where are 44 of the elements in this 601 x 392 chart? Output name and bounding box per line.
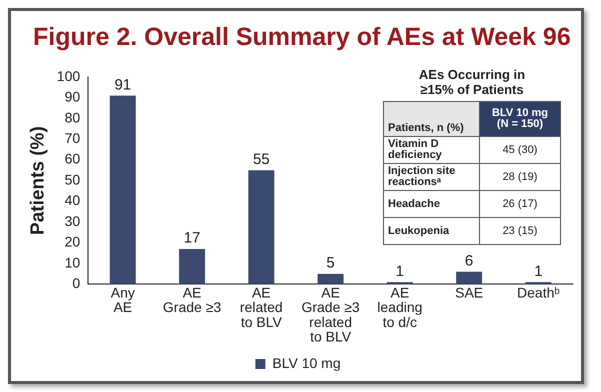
annotation: Injection site reactionsᵃ: [384, 164, 480, 190]
data-label: 6: [464, 252, 474, 270]
x-tick-label: Any AE: [110, 284, 135, 316]
bar: [248, 170, 274, 284]
y-tick-label: 80: [64, 109, 80, 126]
y-tick-label: 20: [64, 234, 80, 250]
chart-title: Figure 2. Overall Summary of AEs at Week 96: [33, 23, 571, 52]
annotation: Headache: [384, 190, 480, 218]
bar: [110, 96, 136, 284]
annotation: BLV 10 mg (N = 150): [480, 102, 560, 136]
y-tick-label: 30: [64, 212, 80, 229]
data-label: 55: [252, 150, 270, 168]
y-tick-label: 70: [64, 130, 80, 146]
data-label: 1: [396, 262, 404, 280]
y-tick-label: 10: [64, 254, 80, 270]
y-tick-label: 40: [64, 192, 80, 208]
annotation: Leukopenia: [384, 218, 480, 244]
bar: [318, 274, 344, 284]
text: AEs Occurring in ≥15% of Patients: [418, 67, 526, 97]
data-label: 5: [326, 254, 335, 272]
annotation: Patients, n (%): [384, 102, 480, 136]
annotation: 45 (30): [480, 136, 560, 164]
y-tick-label: 100: [56, 68, 80, 84]
x-tick-label: AE leading to d/c: [377, 284, 422, 330]
legend-label: BLV 10 mg: [272, 354, 341, 371]
y-tick-label: 60: [64, 150, 80, 167]
x-tick-label: SAE: [455, 284, 484, 300]
bar: [179, 248, 206, 284]
data-label: 17: [184, 230, 200, 247]
y-tick-label: 0: [72, 275, 80, 292]
data-label: 91: [114, 76, 132, 94]
y-tick-label: 50: [64, 171, 80, 188]
y-axis-title: Patients (%): [28, 126, 49, 235]
annotation: 28 (19): [480, 164, 560, 190]
y-tick-label: 90: [64, 88, 80, 105]
x-tick-label: AE Grade ≥3 related to BLV: [301, 284, 360, 345]
annotation: 23 (15): [480, 218, 560, 244]
annotation: Vitamin D deficiency: [384, 136, 480, 164]
annotation: 26 (17): [480, 190, 560, 218]
x-tick-label: AE related to BLV: [240, 284, 283, 330]
x-tick-label: Deathᵇ: [517, 284, 560, 300]
x-tick-label: AE Grade ≥3: [162, 284, 222, 316]
data-label: 1: [534, 262, 543, 280]
bar: [456, 272, 482, 284]
